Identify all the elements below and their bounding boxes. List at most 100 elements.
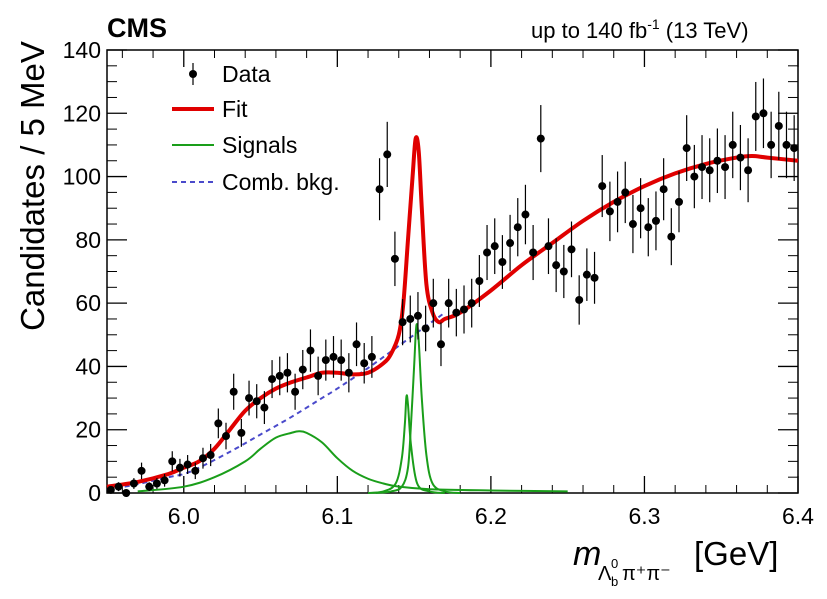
data-point — [198, 447, 207, 469]
data-point — [790, 115, 799, 182]
data-point — [275, 356, 284, 396]
data-marker — [314, 371, 323, 380]
data-point — [659, 158, 668, 221]
data-marker — [252, 397, 261, 406]
data-marker — [436, 340, 445, 349]
data-marker — [168, 457, 177, 466]
data-point — [728, 111, 737, 179]
data-marker — [759, 109, 768, 118]
data-point — [175, 458, 184, 477]
legend: Data Fit Signals Comb. bkg. — [172, 61, 340, 195]
data-point — [298, 349, 307, 390]
x-axis-title-sub-b: b — [611, 574, 618, 589]
y-tick-label: 60 — [75, 290, 101, 316]
data-marker — [529, 248, 538, 257]
data-marker — [790, 144, 799, 153]
data-marker — [275, 371, 284, 380]
data-marker — [498, 258, 507, 267]
data-marker — [260, 403, 269, 412]
data-marker — [467, 299, 476, 308]
data-point — [367, 336, 376, 378]
data-point — [713, 128, 722, 194]
data-point — [444, 278, 453, 328]
data-marker — [582, 270, 591, 279]
data-point — [245, 380, 254, 416]
data-marker — [375, 185, 384, 194]
data-marker — [444, 299, 453, 308]
legend-label: Signals — [222, 132, 297, 158]
data-point — [344, 353, 353, 393]
y-tick-label: 40 — [75, 353, 101, 379]
data-marker — [774, 121, 783, 130]
data-point — [751, 81, 760, 151]
data-marker — [651, 216, 660, 225]
data-marker — [782, 140, 791, 149]
legend-entry: Signals — [172, 132, 297, 158]
data-marker — [590, 273, 599, 282]
data-marker — [713, 156, 722, 165]
x-tick-label: 6.0 — [168, 503, 200, 529]
data-marker — [552, 261, 561, 270]
data-marker — [636, 204, 645, 213]
data-marker — [344, 368, 353, 377]
data-marker — [536, 134, 545, 143]
data-point — [744, 138, 753, 203]
data-marker — [152, 479, 161, 488]
signal-curve — [367, 394, 445, 494]
data-point — [506, 214, 515, 272]
data-point — [337, 339, 346, 381]
data-marker — [544, 242, 553, 251]
data-point — [767, 111, 776, 179]
data-point — [552, 238, 561, 293]
data-marker — [421, 324, 430, 333]
data-marker — [429, 299, 438, 308]
data-point — [782, 111, 791, 179]
data-point — [698, 135, 707, 200]
y-tick-label: 0 — [88, 480, 101, 506]
data-marker — [367, 352, 376, 361]
y-tick-label: 20 — [75, 417, 101, 443]
legend-marker — [189, 70, 197, 78]
signal-curve — [375, 323, 461, 494]
data-marker — [644, 223, 653, 232]
data-point — [590, 251, 599, 304]
data-point — [283, 353, 292, 393]
axis-tick-labels: 6.0 6.1 6.2 6.3 6.4 0 20 40 60 80 100 120 140 — [63, 37, 815, 529]
data-marker — [229, 387, 238, 396]
data-point — [222, 422, 231, 450]
data-point — [206, 443, 215, 467]
y-tick-label: 140 — [63, 37, 101, 63]
data-marker — [321, 356, 330, 365]
data-marker — [628, 220, 637, 229]
y-axis-title: Candidates / 5 MeV — [14, 41, 51, 331]
data-marker — [198, 454, 207, 463]
data-marker — [521, 210, 530, 219]
data-point — [536, 105, 545, 173]
data-point — [452, 288, 461, 337]
data-marker — [721, 163, 730, 172]
legend-label: Fit — [222, 96, 248, 122]
data-point — [498, 235, 507, 289]
data-point — [129, 478, 138, 489]
data-point — [667, 208, 676, 266]
data-point — [268, 360, 277, 399]
data-marker — [398, 318, 407, 327]
data-marker — [237, 428, 246, 437]
data-point — [644, 198, 653, 257]
data-point — [529, 224, 538, 281]
data-point — [636, 178, 645, 239]
data-point — [621, 161, 630, 224]
data-marker — [390, 254, 399, 263]
data-point — [483, 224, 492, 281]
data-point — [598, 155, 607, 218]
data-marker — [767, 140, 776, 149]
data-marker — [206, 451, 215, 460]
x-tick-label: 6.3 — [628, 503, 660, 529]
data-points — [106, 78, 799, 497]
data-point — [375, 158, 384, 221]
data-point — [306, 329, 315, 372]
data-marker — [490, 242, 499, 251]
data-point — [383, 121, 392, 188]
data-point — [321, 339, 330, 381]
